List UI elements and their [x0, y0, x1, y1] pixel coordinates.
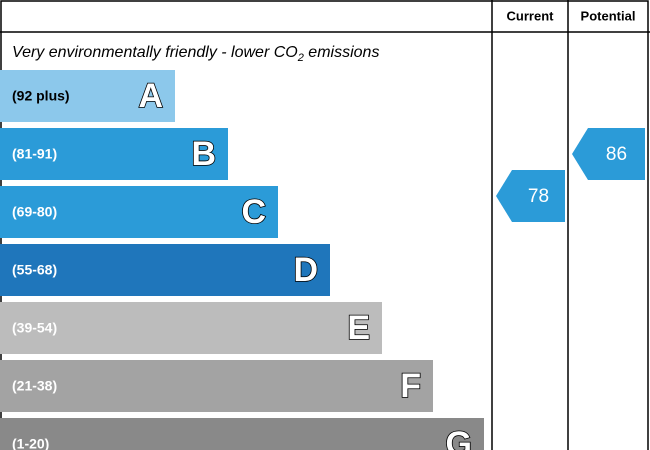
subtitle-subscript: 2: [297, 52, 304, 64]
band-range: (55-68): [12, 262, 57, 278]
rating-value: 86: [606, 144, 627, 165]
band-letter: E: [347, 309, 370, 347]
band-range: (92 plus): [12, 88, 70, 104]
rating-arrow: [572, 128, 645, 180]
band-bar: [0, 186, 278, 238]
band-range: (21-38): [12, 378, 57, 394]
band-range: (69-80): [12, 204, 57, 220]
subtitle: Very environmentally friendly - lower CO…: [12, 44, 379, 64]
current-header: Current: [507, 8, 555, 23]
band-letter: D: [293, 251, 318, 289]
band-bar: [0, 302, 382, 354]
band-letter: F: [400, 367, 421, 405]
band-bar: [0, 70, 175, 122]
band-bar: [0, 418, 484, 450]
band-letter: C: [241, 193, 266, 231]
band-letter: G: [446, 425, 472, 450]
band-letter: B: [191, 135, 216, 173]
band-range: (1-20): [12, 436, 49, 450]
band-bar: [0, 360, 433, 412]
rating-arrow: [496, 170, 565, 222]
band-range: (39-54): [12, 320, 57, 336]
band-bar: [0, 128, 228, 180]
band-range: (81-91): [12, 146, 57, 162]
band-bar: [0, 244, 330, 296]
potential-header: Potential: [581, 8, 636, 23]
rating-value: 78: [528, 186, 549, 207]
subtitle-text: Very environmentally friendly - lower CO: [12, 44, 298, 61]
subtitle-text: emissions: [304, 44, 380, 61]
band-letter: A: [138, 77, 163, 115]
